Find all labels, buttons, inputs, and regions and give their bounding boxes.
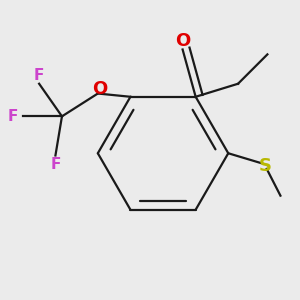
Text: F: F	[50, 157, 61, 172]
Text: S: S	[258, 157, 271, 175]
Text: O: O	[175, 32, 190, 50]
Text: F: F	[8, 109, 18, 124]
Text: O: O	[92, 80, 107, 98]
Text: F: F	[34, 68, 44, 83]
